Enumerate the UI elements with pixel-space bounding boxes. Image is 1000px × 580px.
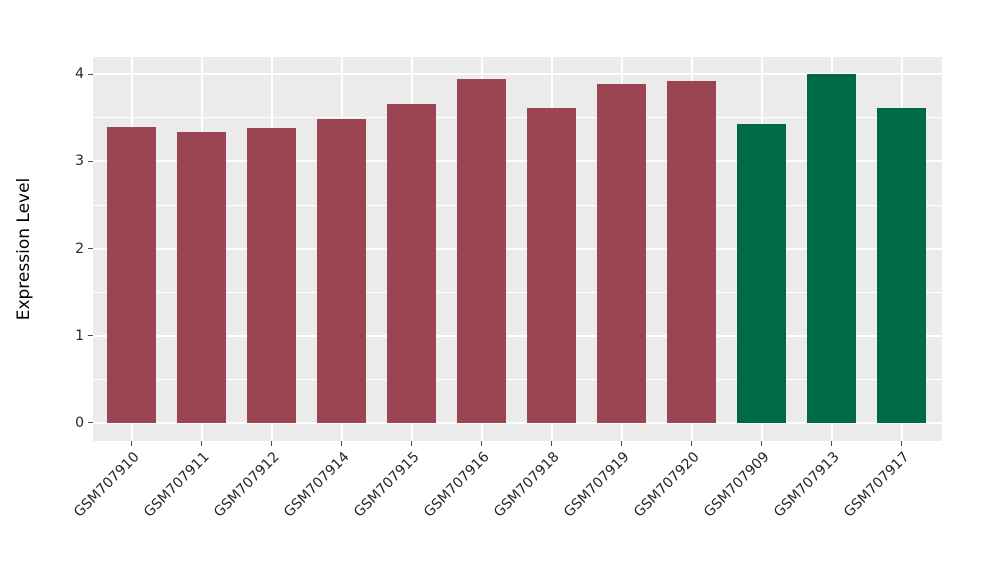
minor-gridline	[93, 291, 942, 293]
x-tick-label: GSM707909	[701, 449, 774, 521]
y-tick-label: 4	[75, 66, 84, 83]
x-tick-mark	[760, 441, 763, 446]
x-tick-label: GSM707915	[351, 449, 424, 521]
x-tick-mark	[270, 441, 273, 446]
x-tick-mark	[690, 441, 693, 446]
y-tick-mark	[88, 247, 93, 250]
x-tick-label: GSM707912	[211, 449, 284, 521]
y-tick-mark	[88, 421, 93, 424]
bar-GSM707918	[527, 108, 577, 423]
x-tick-mark	[620, 441, 623, 446]
bar-GSM707920	[667, 81, 717, 423]
bar-GSM707910	[107, 126, 157, 423]
x-tick-label: GSM707918	[491, 449, 564, 521]
x-tick-label: GSM707919	[561, 449, 634, 521]
major-gridline	[93, 160, 942, 163]
x-tick-mark	[410, 441, 413, 446]
x-tick-label: GSM707910	[71, 449, 144, 521]
major-gridline	[93, 247, 942, 250]
x-tick-label: GSM707920	[631, 449, 704, 521]
x-tick-label: GSM707917	[841, 449, 914, 521]
bar-GSM707911	[177, 131, 227, 423]
plot-panel	[93, 57, 942, 441]
x-tick-mark	[830, 441, 833, 446]
y-tick-mark	[88, 73, 93, 76]
bar-GSM707909	[737, 124, 787, 423]
x-tick-mark	[130, 441, 133, 446]
x-tick-mark	[200, 441, 203, 446]
bar-GSM707917	[877, 107, 927, 423]
x-tick-label: GSM707916	[421, 449, 494, 521]
x-tick-label: GSM707914	[281, 449, 354, 521]
major-gridline	[93, 421, 942, 424]
x-tick-mark	[480, 441, 483, 446]
bar-GSM707912	[247, 128, 297, 423]
minor-gridline	[93, 204, 942, 206]
y-tick-label: 0	[75, 414, 84, 431]
major-gridline	[93, 73, 942, 76]
bar-GSM707913	[807, 74, 857, 423]
y-tick-mark	[88, 160, 93, 163]
x-tick-mark	[550, 441, 553, 446]
bar-GSM707919	[597, 83, 647, 423]
x-tick-label: GSM707913	[771, 449, 844, 521]
bar-GSM707916	[457, 78, 507, 423]
x-tick-label: GSM707911	[141, 449, 214, 521]
x-tick-mark	[340, 441, 343, 446]
minor-gridline	[93, 378, 942, 380]
y-tick-mark	[88, 334, 93, 337]
major-gridline	[93, 334, 942, 337]
bar-GSM707915	[387, 104, 437, 423]
y-tick-label: 2	[75, 240, 84, 257]
y-tick-label: 1	[75, 327, 84, 344]
y-axis-title: Expression Level	[14, 177, 34, 321]
bar-GSM707914	[317, 118, 367, 423]
minor-gridline	[93, 117, 942, 119]
x-tick-mark	[900, 441, 903, 446]
y-tick-label: 3	[75, 153, 84, 170]
